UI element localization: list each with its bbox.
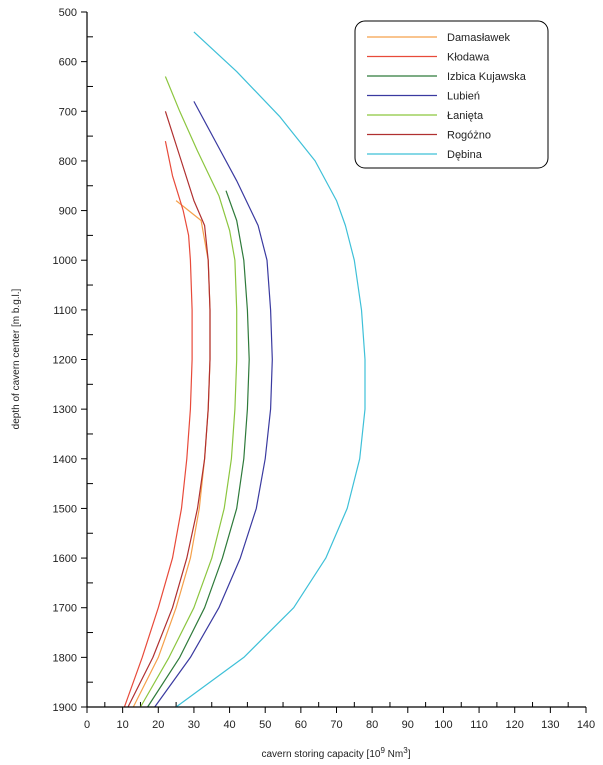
y-tick-label: 1300 xyxy=(53,404,77,416)
x-tick-label: 40 xyxy=(223,719,235,731)
y-tick-label: 1400 xyxy=(53,454,77,466)
x-tick-label: 70 xyxy=(330,719,342,731)
y-tick-label: 1800 xyxy=(53,652,77,664)
series-line-6 xyxy=(127,111,211,708)
series-layer xyxy=(123,31,366,708)
x-tick-label: 0 xyxy=(84,719,90,731)
x-tick-label: 20 xyxy=(152,719,164,731)
x-tick-label: 60 xyxy=(295,719,307,731)
legend-label: Łanięta xyxy=(447,110,484,122)
x-tick-label: 140 xyxy=(577,719,595,731)
y-tick-label: 1100 xyxy=(53,305,77,317)
x-tick-label: 50 xyxy=(259,719,271,731)
x-tick-label: 120 xyxy=(506,719,524,731)
legend-label: Izbica Kujawska xyxy=(447,71,527,83)
x-tick-label: 10 xyxy=(117,719,129,731)
y-tick-label: 900 xyxy=(59,206,77,218)
legend: Damasławek Kłodawa Izbica Kujawska Lubień Ła… xyxy=(354,20,549,169)
legend-box xyxy=(354,20,549,169)
legend-label: Kłodawa xyxy=(447,52,490,64)
legend-label: Rogóżno xyxy=(447,130,491,142)
series-line-2 xyxy=(123,140,193,708)
legend-label: Dębina xyxy=(447,149,483,161)
y-tick-label: 1900 xyxy=(53,702,77,714)
x-tick-label: 100 xyxy=(434,719,452,731)
y-tick-label: 600 xyxy=(59,57,77,69)
series-line-5 xyxy=(139,76,238,708)
series-line-7 xyxy=(175,31,366,708)
x-axis-label: cavern storing capacity [109 Nm3] xyxy=(262,746,411,760)
series-line-1 xyxy=(132,200,211,708)
y-tick-label: 1200 xyxy=(53,355,77,367)
x-tick-label: 80 xyxy=(366,719,378,731)
y-tick-label: 1600 xyxy=(53,553,77,565)
x-tick-label: 130 xyxy=(541,719,559,731)
y-tick-label: 500 xyxy=(59,7,77,19)
series-line-3 xyxy=(147,190,250,708)
x-tick-label: 30 xyxy=(188,719,200,731)
x-tick-label: 90 xyxy=(402,719,414,731)
y-tick-label: 1000 xyxy=(53,255,77,267)
legend-label: Damasławek xyxy=(447,32,510,44)
y-axis-label: depth of cavern center [m b.g.l.] xyxy=(11,288,22,429)
series-line-4 xyxy=(154,101,273,708)
y-tick-label: 800 xyxy=(59,156,77,168)
y-tick-label: 1500 xyxy=(53,503,77,515)
tick-layer: 0 10 20 30 40 50 60 70 80 90 100 110 120 130 140 500 600… xyxy=(53,7,596,731)
y-tick-label: 700 xyxy=(59,106,77,118)
x-tick-label: 110 xyxy=(470,719,488,731)
y-tick-label: 1700 xyxy=(53,603,77,615)
legend-label: Lubień xyxy=(447,91,480,103)
